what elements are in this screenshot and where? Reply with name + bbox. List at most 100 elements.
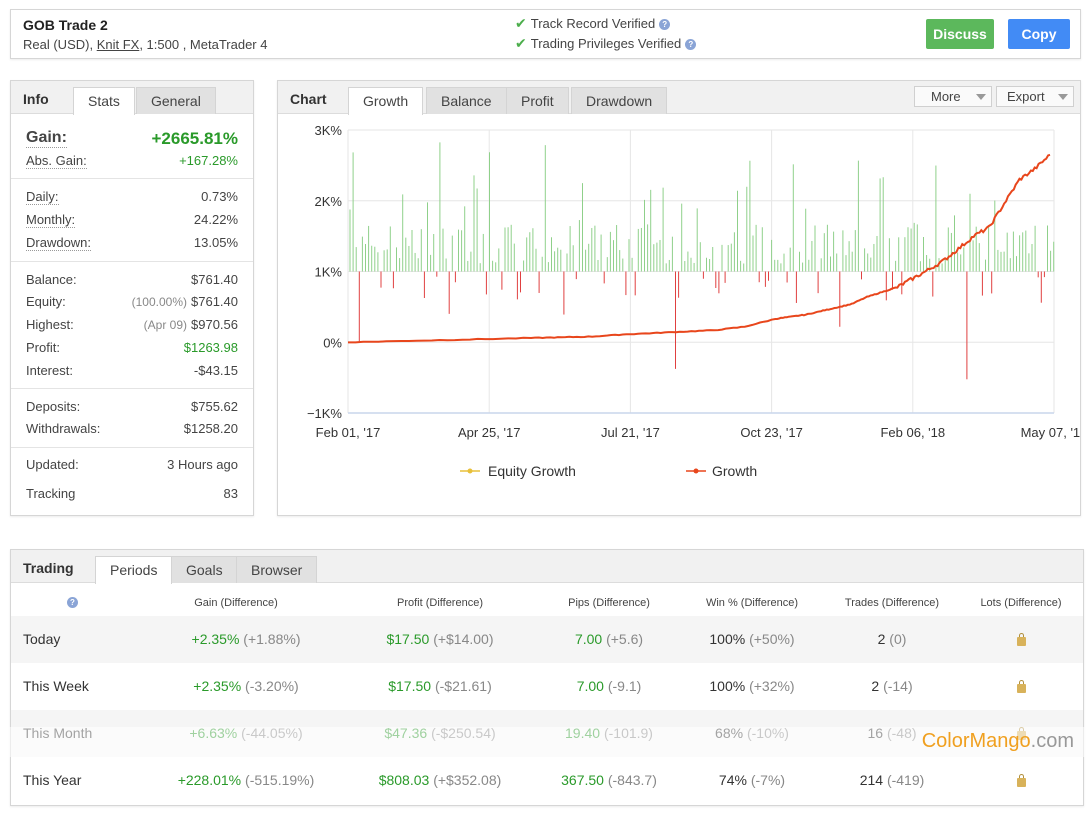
account-title: GOB Trade 2 [23, 17, 108, 33]
updated-row: Updated: 3 Hours ago [26, 457, 238, 475]
trades-difference: (0) [889, 631, 907, 647]
discuss-button[interactable]: Discuss [926, 19, 994, 49]
profit-cell: $17.50 (-$21.61) [360, 678, 520, 694]
highest-value: $970.56 [191, 317, 238, 332]
tracking-value: 83 [223, 486, 238, 501]
profit-label: Profit: [26, 340, 60, 355]
trades-cell: 2 (-14) [812, 678, 972, 694]
growth-chart[interactable]: 3K% 2K% 1K% 0% −1K% Feb 01, '17 Apr 25, '17 Jul… [278, 115, 1080, 515]
table-row: Today +2.35% (+1.88%) $17.50 (+$14.00) 7.00… [11, 616, 1083, 663]
column-lots[interactable]: Lots (Difference) [980, 597, 1062, 609]
growth-line [348, 153, 1051, 344]
interest-label: Interest: [26, 363, 73, 378]
equity-row: Equity: (100.00%) $761.40 [26, 294, 238, 312]
y-tick-label: 3K% [315, 123, 343, 138]
table-row: This Week +2.35% (-3.20%) $17.50 (-$21.61)… [11, 663, 1083, 710]
pips-cell: 367.50 (-843.7) [529, 772, 689, 788]
win-value: 74% [718, 772, 747, 788]
check-icon: ✔ [515, 15, 527, 31]
trades-cell: 214 (-419) [812, 772, 972, 788]
column-gain[interactable]: Gain (Difference) [194, 597, 278, 609]
win-difference: (+32%) [749, 678, 795, 694]
lots-cell[interactable] [1013, 631, 1029, 647]
balance-value: $761.40 [191, 272, 238, 287]
equity-percent: (100.00%) [131, 295, 187, 309]
column-profit[interactable]: Profit (Difference) [397, 597, 483, 609]
abs-gain-label: Abs. Gain: [26, 153, 87, 169]
check-icon: ✔ [515, 35, 527, 51]
updated-label: Updated: [26, 457, 79, 472]
gain-cell: +2.35% (+1.88%) [166, 631, 326, 647]
lots-cell[interactable] [1013, 772, 1029, 788]
tab-growth[interactable]: Growth [348, 87, 424, 115]
tab-balance[interactable]: Balance [426, 87, 507, 114]
help-icon[interactable]: ? [659, 19, 671, 30]
pips-value: 7.00 [574, 631, 603, 647]
tab-stats[interactable]: Stats [73, 87, 135, 115]
tab-browser[interactable]: Browser [236, 556, 318, 583]
win-value: 100% [709, 678, 746, 694]
column-help[interactable]: ? [63, 597, 78, 609]
trading-tabbar: Trading Periods Goals Browser [11, 550, 1083, 584]
highest-label: Highest: [26, 317, 74, 332]
deposits-row: Deposits: $755.62 [26, 399, 238, 417]
chart-panel: Chart Growth Balance Profit Drawdown Mor… [277, 80, 1081, 516]
deposits-value: $755.62 [191, 399, 238, 414]
pips-cell: 7.00 (-9.1) [529, 678, 689, 694]
x-tick-label: Feb 06, '18 [880, 425, 945, 440]
export-dropdown[interactable]: Export [996, 86, 1074, 107]
profit-difference: (+$14.00) [433, 631, 494, 647]
gain-difference: (+1.88%) [243, 631, 301, 647]
gain-cell: +2.35% (-3.20%) [166, 678, 326, 694]
column-win[interactable]: Win % (Difference) [705, 597, 799, 609]
column-trades[interactable]: Trades (Difference) [844, 597, 940, 609]
win-difference: (+50%) [749, 631, 795, 647]
chart-title: Chart [290, 91, 327, 107]
trades-value: 2 [877, 631, 886, 647]
daily-label: Daily: [26, 189, 59, 205]
lock-icon[interactable] [1016, 680, 1026, 693]
lock-icon[interactable] [1016, 633, 1026, 646]
info-tabbar: Info Stats General [11, 81, 253, 115]
tab-periods[interactable]: Periods [95, 556, 173, 584]
pips-value: 367.50 [561, 772, 604, 788]
monthly-row: Monthly: 24.22% [26, 212, 238, 230]
tracking-row: Tracking 83 [26, 486, 238, 504]
gain-row: Gain: +2665.81% [26, 129, 238, 148]
broker-link[interactable]: Knit FX [96, 37, 140, 52]
gain-value: +2.35% [191, 631, 240, 647]
monthly-label: Monthly: [26, 212, 76, 228]
period-name: Today [23, 631, 61, 647]
trades-cell: 2 (0) [812, 631, 972, 647]
copy-button[interactable]: Copy [1008, 19, 1070, 49]
divider [11, 261, 253, 262]
profit-value: $17.50 [386, 631, 430, 647]
gain-value: +228.01% [177, 772, 242, 788]
tab-profit[interactable]: Profit [506, 87, 569, 114]
info-panel: Info Stats General Gain: +2665.81% Abs. … [10, 80, 254, 516]
trades-value: 2 [871, 678, 880, 694]
track-record-label: Track Record Verified [530, 16, 656, 31]
column-pips[interactable]: Pips (Difference) [568, 597, 650, 609]
trading-panel: Trading Periods Goals Browser ? Gain (Di… [10, 549, 1084, 806]
tab-drawdown[interactable]: Drawdown [571, 87, 668, 114]
withdrawals-label: Withdrawals: [26, 421, 101, 436]
track-record-verified: ✔ Track Record Verified? [515, 15, 671, 32]
more-dropdown[interactable]: More [914, 86, 992, 107]
x-tick-label: Feb 01, '17 [316, 425, 381, 440]
x-tick-label: Apr 25, '17 [458, 425, 520, 440]
help-icon[interactable]: ? [685, 39, 697, 50]
lock-icon[interactable] [1016, 774, 1026, 787]
divider [11, 178, 253, 179]
help-icon[interactable]: ? [67, 597, 78, 608]
highest-row: Highest: (Apr 09) $970.56 [26, 317, 238, 335]
tab-general[interactable]: General [136, 87, 216, 114]
profit-difference: (+$352.08) [433, 772, 502, 788]
export-label: Export [1007, 89, 1045, 104]
x-tick-label: May 07, '18 [1021, 425, 1080, 440]
tab-goals[interactable]: Goals [171, 556, 238, 583]
y-tick-label: 1K% [315, 265, 343, 280]
y-tick-label: −1K% [307, 406, 342, 421]
lots-cell[interactable] [1013, 678, 1029, 694]
profit-cell: $17.50 (+$14.00) [360, 631, 520, 647]
